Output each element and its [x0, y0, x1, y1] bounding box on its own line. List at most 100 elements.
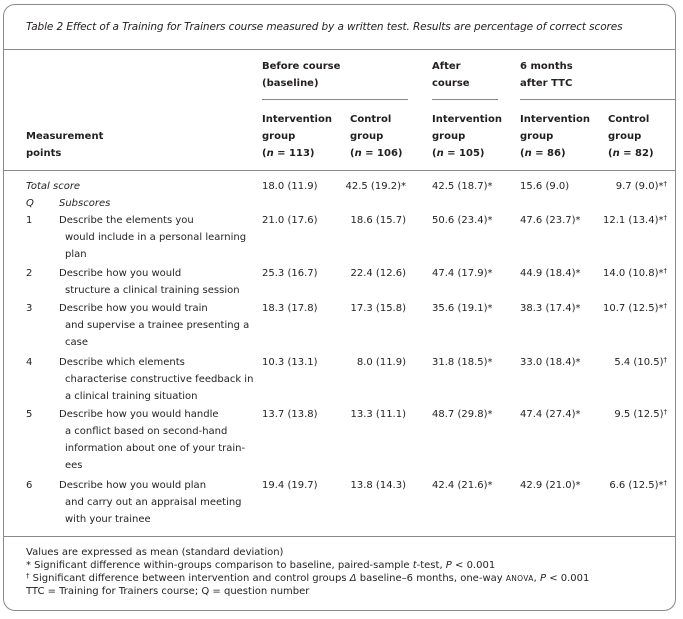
subscores-label: Subscores: [59, 198, 111, 209]
header-after-line2: course: [432, 78, 470, 89]
table-cell: 42.4 (21.6)*: [432, 477, 493, 494]
header-before-line1: Before course: [262, 61, 341, 72]
cell-value: 50.6 (23.4)*: [432, 215, 493, 226]
footnote-within-groups: * Significant difference within-groups c…: [26, 560, 496, 571]
cell-value: 48.7 (29.8)*: [432, 409, 493, 420]
cell-significance-mark: †: [663, 408, 668, 416]
description-line: would include in a personal learning: [65, 232, 247, 243]
cell-significance-mark: †: [663, 267, 668, 275]
cell-value: 31.8 (18.5)*: [432, 357, 493, 368]
table-cell: 47.6 (23.7)*: [520, 212, 581, 229]
table-cell: 10.3 (13.1): [262, 354, 318, 371]
6m-group-rule: [520, 99, 676, 100]
table-cell: 42.9 (21.0)*: [520, 477, 581, 494]
table-cell: 13.7 (13.8): [262, 406, 318, 423]
cell-value: 9.7 (9.0)*: [615, 181, 664, 192]
col-n-count: (n = 86): [520, 148, 566, 159]
description-line: ees: [65, 460, 83, 471]
cell-value: 8.0 (11.9): [356, 357, 406, 368]
table-cell: 42.5 (18.7)*: [432, 178, 493, 195]
cell-value: 18.0 (11.9): [262, 181, 318, 192]
table-cell: 48.7 (29.8)*: [432, 406, 493, 423]
cell-value: 15.6 (9.0): [520, 181, 570, 192]
question-description: Describe which elements characterise cons…: [59, 354, 253, 405]
column-header-before-control: Control group (n = 106): [350, 111, 403, 162]
table-cell: 42.5 (19.2)*: [345, 178, 406, 195]
table-cell: 9.5 (12.5)†: [614, 406, 667, 423]
cell-value: 25.3 (16.7): [262, 268, 318, 279]
description-line: Describe how you would plan: [59, 480, 207, 491]
column-header-after-intervention: Intervention group (n = 105): [432, 111, 502, 162]
cell-value: 47.4 (17.9)*: [432, 268, 493, 279]
header-6-months: 6 months after TTC: [520, 58, 573, 92]
description-line: Describe how you would train: [59, 303, 208, 314]
question-number: 2: [26, 268, 33, 279]
top-rule: [4, 49, 675, 50]
cell-value: 44.9 (18.4)*: [520, 268, 581, 279]
cell-value: 38.3 (17.4)*: [520, 303, 581, 314]
col-label-line2: group: [262, 131, 296, 142]
column-header-6m-control: Control group (n = 82): [608, 111, 654, 162]
description-line: a conflict based on second-hand: [65, 426, 228, 437]
q-column-label: Q: [26, 198, 34, 209]
cell-value: 47.6 (23.7)*: [520, 215, 581, 226]
col-n-count: (n = 105): [432, 148, 485, 159]
col-n-count: (n = 106): [350, 148, 403, 159]
col-label-line1: Intervention: [432, 114, 502, 125]
column-header-6m-intervention: Intervention group (n = 86): [520, 111, 590, 162]
cell-value: 47.4 (27.4)*: [520, 409, 581, 420]
col-label-line1: Intervention: [262, 114, 332, 125]
table-cell: 18.0 (11.9): [262, 178, 318, 195]
total-score-label: Total score: [26, 181, 81, 192]
table-caption: Table 2 Effect of a Training for Trainer…: [26, 21, 623, 33]
description-line: and carry out an appraisal meeting: [65, 497, 242, 508]
header-measurement-line2: points: [26, 148, 62, 159]
question-description: Describe how you would train and supervis…: [59, 300, 249, 351]
col-label-line1: Control: [608, 114, 650, 125]
table-cell: 5.4 (10.5)†: [614, 354, 667, 371]
table-cell: 21.0 (17.6): [262, 212, 318, 229]
table-cell: 47.4 (27.4)*: [520, 406, 581, 423]
table-cell: 10.7 (12.5)*†: [603, 300, 667, 317]
question-number: 1: [26, 215, 33, 226]
table-cell: 38.3 (17.4)*: [520, 300, 581, 317]
table-cell: 13.8 (14.3): [350, 477, 406, 494]
question-number: 5: [26, 409, 33, 420]
cell-value: 13.8 (14.3): [350, 480, 406, 491]
cell-value: 42.9 (21.0)*: [520, 480, 581, 491]
header-measurement-points: Measurement points: [26, 128, 103, 162]
header-after-course: After course: [432, 58, 470, 92]
header-6m-line2: after TTC: [520, 78, 573, 89]
cell-value: 18.3 (17.8): [262, 303, 318, 314]
table-cell: 33.0 (18.4)*: [520, 354, 581, 371]
question-description: Describe how you would structure a clinic…: [59, 265, 240, 299]
cell-value: 10.7 (12.5)*: [602, 303, 664, 314]
header-before-line2: (baseline): [262, 78, 319, 89]
cell-value: 14.0 (10.8)*: [602, 268, 664, 279]
description-line: information about one of your train-: [65, 443, 246, 454]
cell-value: 13.3 (11.1): [350, 409, 406, 420]
cell-value: 42.5 (18.7)*: [432, 181, 493, 192]
cell-significance-mark: †: [663, 302, 668, 310]
table-cell: 35.6 (19.1)*: [432, 300, 493, 317]
footnote-values: Values are expressed as mean (standard d…: [26, 547, 284, 558]
cell-significance-mark: †: [663, 356, 668, 364]
cell-value: 17.3 (15.8): [350, 303, 406, 314]
table-bottom-rule: [4, 536, 675, 537]
description-line: with your trainee: [65, 514, 151, 525]
question-number: 4: [26, 357, 33, 368]
description-line: plan: [65, 249, 87, 260]
table-cell: 12.1 (13.4)*†: [603, 212, 667, 229]
table-cell: 50.6 (23.4)*: [432, 212, 493, 229]
cell-value: 12.1 (13.4)*: [602, 215, 664, 226]
before-group-rule: [262, 99, 408, 100]
cell-significance-mark: †: [663, 180, 668, 188]
description-line: and supervise a trainee presenting a: [65, 320, 250, 331]
table-cell: 18.6 (15.7): [350, 212, 406, 229]
col-n-count: (n = 82): [608, 148, 654, 159]
cell-value: 5.4 (10.5): [614, 357, 664, 368]
col-label-line1: Intervention: [520, 114, 590, 125]
header-6m-line1: 6 months: [520, 61, 573, 72]
question-number: 3: [26, 303, 33, 314]
description-line: Describe which elements: [59, 357, 185, 368]
